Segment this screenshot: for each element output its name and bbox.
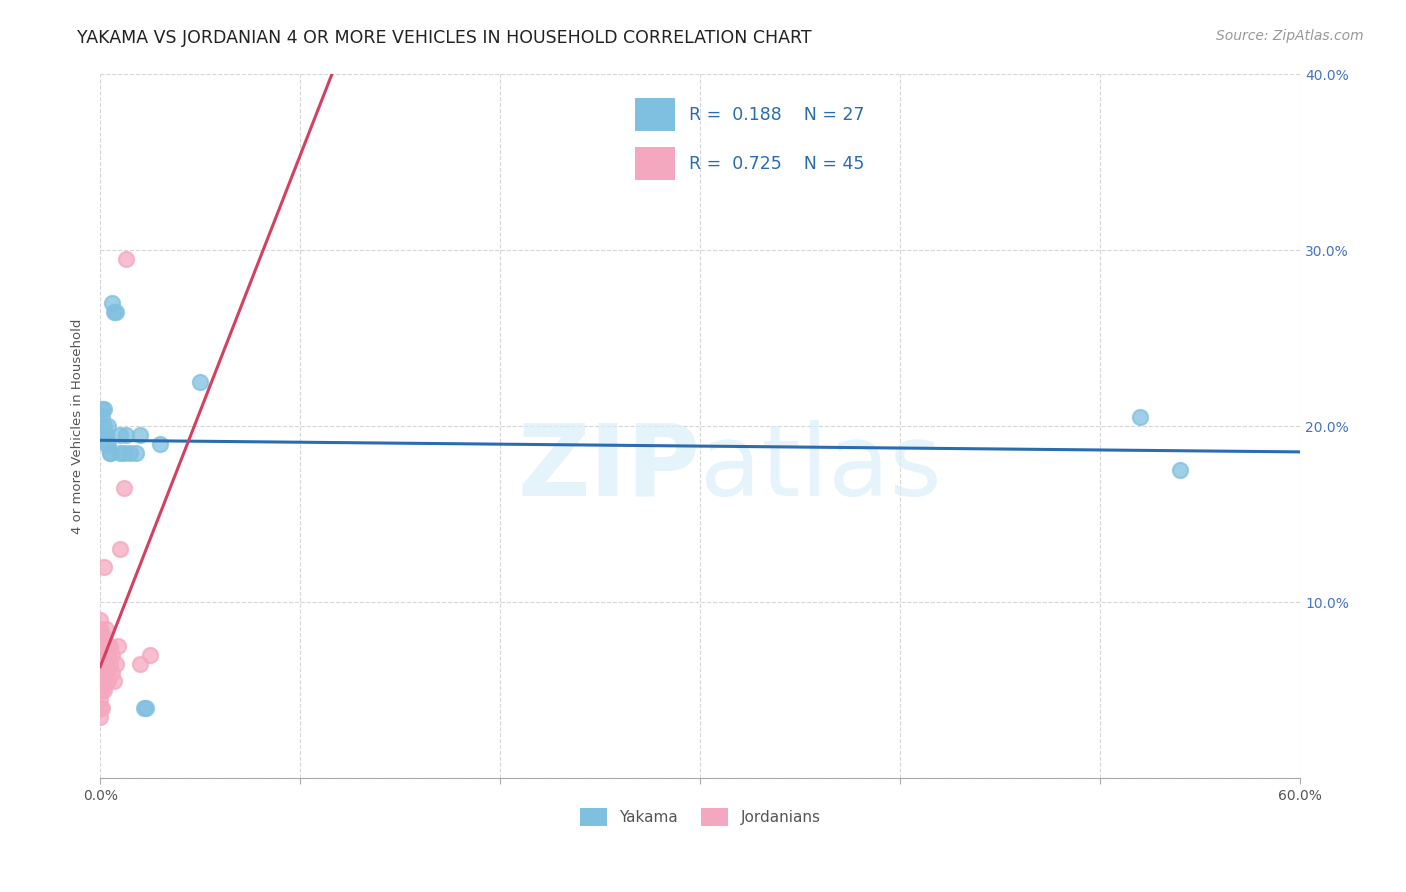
Point bbox=[93, 428, 115, 442]
Point bbox=[97, 648, 120, 662]
Point bbox=[93, 648, 115, 662]
Point bbox=[89, 648, 111, 662]
Text: YAKAMA VS JORDANIAN 4 OR MORE VEHICLES IN HOUSEHOLD CORRELATION CHART: YAKAMA VS JORDANIAN 4 OR MORE VEHICLES I… bbox=[77, 29, 811, 46]
Point bbox=[105, 657, 128, 671]
Point bbox=[91, 683, 114, 698]
Point bbox=[105, 304, 128, 318]
Point bbox=[93, 683, 115, 698]
Point bbox=[89, 622, 111, 636]
Point bbox=[125, 445, 148, 459]
Point bbox=[188, 375, 211, 389]
Point bbox=[97, 419, 120, 434]
Point bbox=[89, 613, 111, 627]
Point bbox=[97, 436, 120, 450]
Point bbox=[89, 683, 111, 698]
Point bbox=[91, 701, 114, 715]
Point bbox=[135, 701, 157, 715]
Point bbox=[120, 445, 142, 459]
Point bbox=[89, 639, 111, 653]
Point bbox=[96, 436, 118, 450]
Point bbox=[96, 657, 118, 671]
Point bbox=[96, 665, 118, 680]
Point bbox=[1129, 410, 1152, 425]
Point bbox=[103, 674, 125, 689]
Point bbox=[129, 428, 152, 442]
Point bbox=[96, 648, 118, 662]
Point bbox=[91, 648, 114, 662]
Point bbox=[108, 445, 131, 459]
Point bbox=[101, 665, 124, 680]
Point bbox=[98, 445, 121, 459]
Point bbox=[108, 428, 131, 442]
Point bbox=[91, 401, 114, 416]
Point bbox=[93, 401, 115, 416]
Point bbox=[93, 419, 115, 434]
Point bbox=[112, 445, 135, 459]
Point bbox=[93, 665, 115, 680]
Point bbox=[139, 648, 162, 662]
Point bbox=[97, 674, 120, 689]
Point bbox=[89, 692, 111, 706]
Point bbox=[107, 639, 129, 653]
Point bbox=[91, 674, 114, 689]
Point bbox=[101, 296, 124, 310]
Point bbox=[96, 622, 118, 636]
Point bbox=[98, 657, 121, 671]
Point bbox=[93, 657, 115, 671]
Point bbox=[93, 631, 115, 645]
Text: Source: ZipAtlas.com: Source: ZipAtlas.com bbox=[1216, 29, 1364, 43]
Point bbox=[115, 428, 138, 442]
Point bbox=[89, 701, 111, 715]
Point bbox=[89, 657, 111, 671]
Point bbox=[96, 428, 118, 442]
Point bbox=[89, 674, 111, 689]
Point bbox=[101, 648, 124, 662]
Point bbox=[115, 252, 138, 266]
Point bbox=[96, 428, 118, 442]
Text: atlas: atlas bbox=[700, 420, 942, 516]
Point bbox=[103, 304, 125, 318]
Text: ZIP: ZIP bbox=[517, 420, 700, 516]
Point bbox=[91, 410, 114, 425]
Point bbox=[89, 709, 111, 723]
Point bbox=[98, 445, 121, 459]
Point bbox=[97, 639, 120, 653]
Point bbox=[108, 542, 131, 557]
Legend: Yakama, Jordanians: Yakama, Jordanians bbox=[572, 800, 828, 834]
Point bbox=[149, 436, 172, 450]
Point bbox=[91, 639, 114, 653]
Y-axis label: 4 or more Vehicles in Household: 4 or more Vehicles in Household bbox=[72, 318, 84, 533]
Point bbox=[98, 639, 121, 653]
Point bbox=[91, 631, 114, 645]
Point bbox=[1168, 463, 1191, 477]
Point bbox=[96, 674, 118, 689]
Point bbox=[134, 701, 156, 715]
Point bbox=[91, 665, 114, 680]
Point bbox=[89, 665, 111, 680]
Point bbox=[129, 657, 152, 671]
Point bbox=[112, 481, 135, 495]
Point bbox=[89, 631, 111, 645]
Point bbox=[93, 560, 115, 574]
